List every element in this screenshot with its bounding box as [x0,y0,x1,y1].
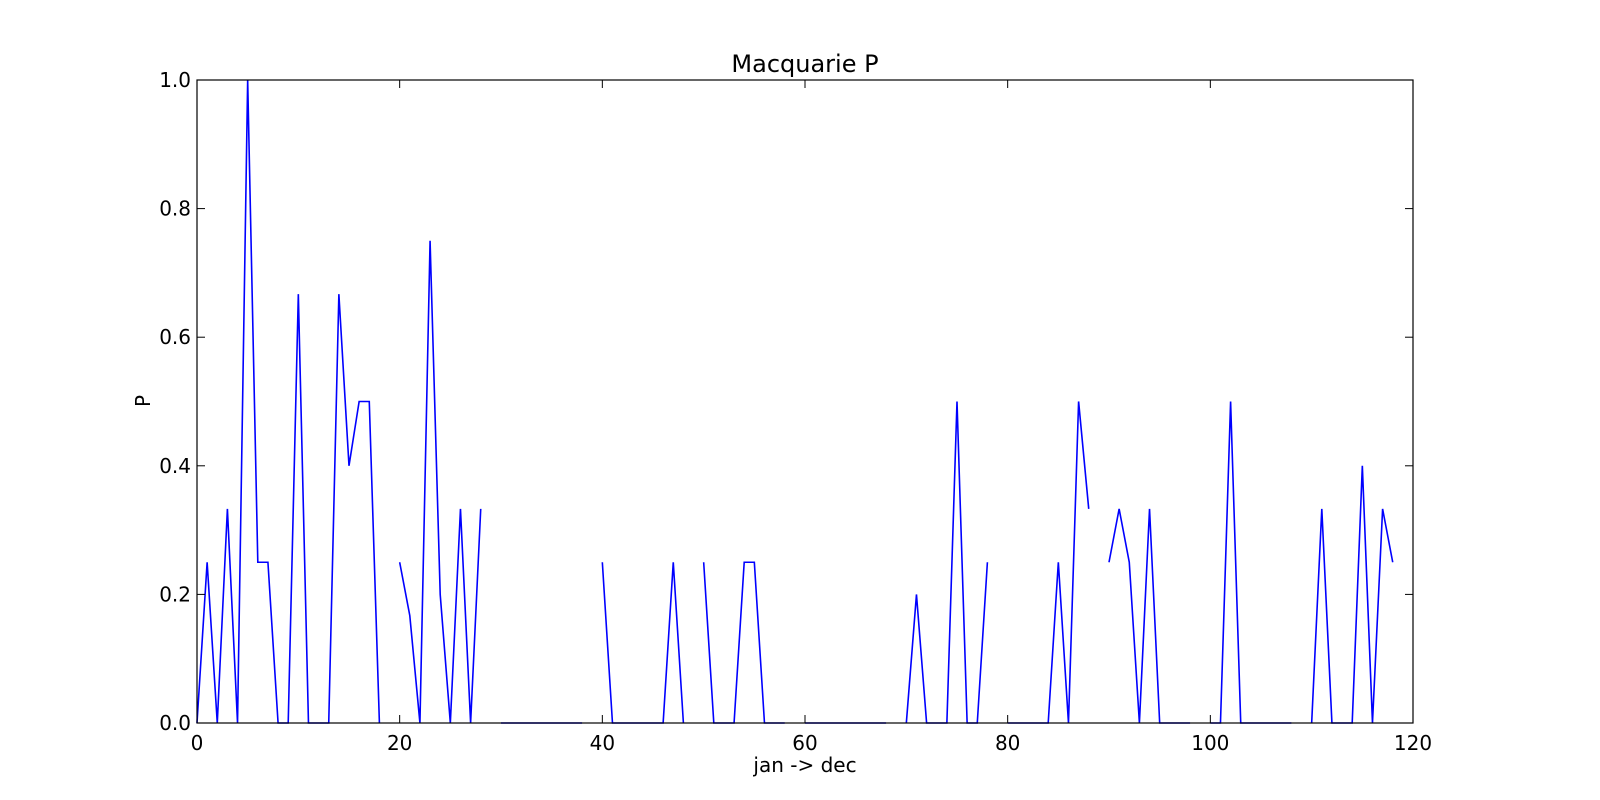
y-tick-label: 0.6 [159,325,191,349]
y-tick-label: 0.2 [159,582,191,606]
x-tick-label: 0 [191,731,204,755]
plot-area-frame [196,79,1414,724]
x-tick-label: 20 [387,731,412,755]
y-tick-label: 0.8 [159,197,191,221]
x-tick-label: 80 [995,731,1020,755]
y-axis-ticks: 0.0 0.2 0.4 0.6 0.8 1.0 [159,68,1413,735]
series-line-segment [398,240,482,724]
x-tick-label: 40 [590,731,615,755]
y-tick-label: 0.4 [159,454,191,478]
x-tick-label: 60 [792,731,817,755]
y-tick-label: 1.0 [159,68,191,92]
y-axis-title: P [131,395,155,407]
y-tick-label: 0.0 [159,711,191,735]
x-tick-label: 120 [1394,731,1432,755]
chart-title: Macquarie P [731,50,878,78]
x-axis-title: jan -> dec [752,753,856,777]
x-tick-label: 100 [1191,731,1229,755]
x-axis-ticks: 0 20 40 60 80 100 120 [191,80,1432,755]
